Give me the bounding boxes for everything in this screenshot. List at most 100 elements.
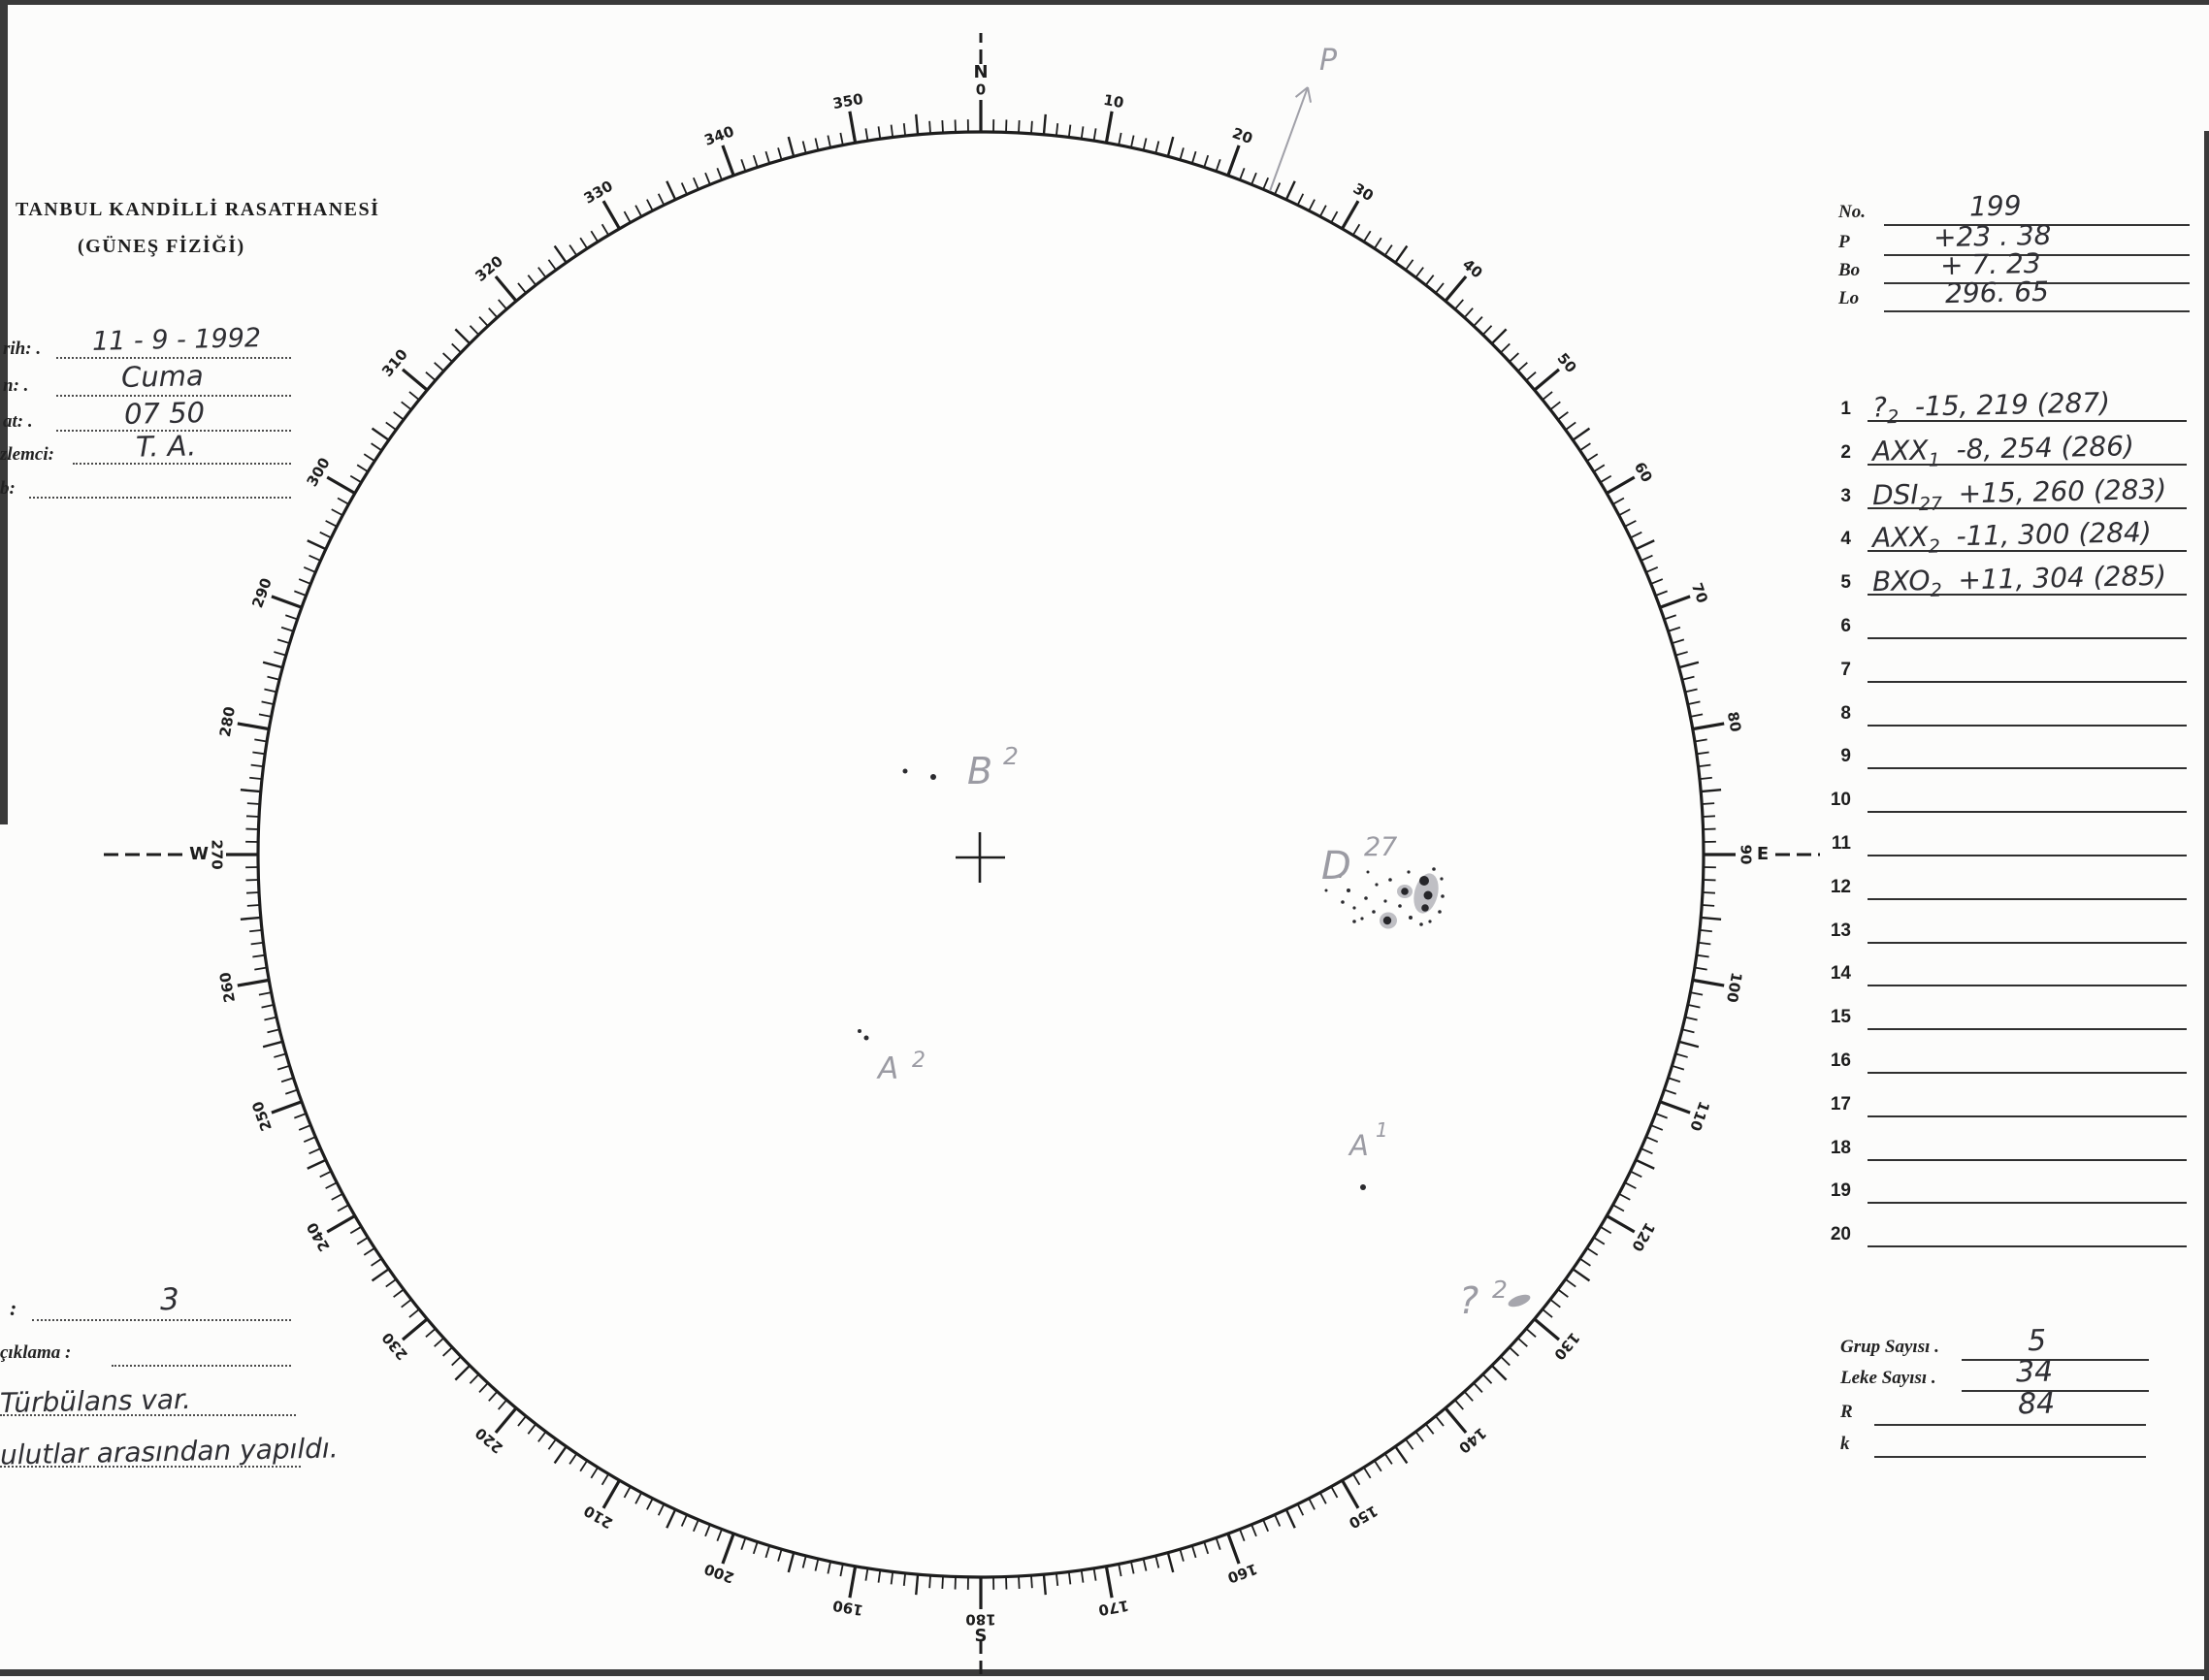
group-row-line bbox=[1868, 463, 2187, 466]
dial-tick-major bbox=[848, 1566, 858, 1599]
group-type-subscript: 2 bbox=[1886, 406, 1900, 429]
dial-tick bbox=[1702, 802, 1715, 805]
dial-tick bbox=[1118, 132, 1122, 145]
dial-tick bbox=[1330, 1486, 1339, 1499]
dial-tick bbox=[1274, 1514, 1282, 1527]
dial-degree-label: 70 bbox=[1688, 580, 1711, 605]
group-label-suffix-D27: 27 bbox=[1364, 832, 1397, 862]
group-row-line bbox=[1868, 941, 2187, 944]
dial-degree-label: 180 bbox=[965, 1611, 995, 1629]
dial-tick bbox=[1517, 362, 1528, 372]
dial-tick bbox=[1296, 1503, 1305, 1516]
dial-tick bbox=[1383, 244, 1393, 256]
dial-tick bbox=[634, 1492, 643, 1504]
dial-tick bbox=[274, 1052, 287, 1058]
observatory-title: TANBUL KANDİLLİ RASATHANESİ bbox=[16, 199, 380, 220]
dial-tick bbox=[385, 421, 397, 431]
dial-tick bbox=[1635, 539, 1655, 551]
group-row-entry: AXX2 -11, 300 (284) bbox=[1871, 516, 2152, 558]
field-line-day bbox=[56, 395, 291, 397]
dial-tick bbox=[1542, 1308, 1553, 1318]
dial-tick-major bbox=[1341, 1479, 1360, 1509]
dial-tick-major bbox=[1659, 595, 1691, 609]
group-type-subscript: 27 bbox=[1918, 493, 1943, 515]
dial-tick bbox=[246, 802, 260, 805]
dial-tick bbox=[827, 135, 831, 148]
dial-degree-label: 260 bbox=[216, 971, 239, 1004]
dial-degree-label: 60 bbox=[1631, 459, 1656, 485]
dial-tick bbox=[1080, 1569, 1085, 1583]
group-row-number: 18 bbox=[1830, 1137, 1851, 1158]
dial-tick bbox=[1055, 123, 1059, 137]
dial-tick bbox=[254, 738, 268, 743]
dial-degree-label: 250 bbox=[248, 1099, 276, 1134]
dial-tick bbox=[646, 199, 654, 211]
group-label-suffix-B2: 2 bbox=[1003, 742, 1019, 770]
dial-tick bbox=[1080, 126, 1085, 140]
dial-tick bbox=[864, 1567, 869, 1581]
dial-tick-major bbox=[1226, 145, 1241, 177]
dial-tick bbox=[425, 1328, 437, 1338]
dial-degree-label: 30 bbox=[1350, 179, 1377, 205]
dial-tick bbox=[1668, 1077, 1681, 1083]
group-row-number: 20 bbox=[1830, 1224, 1851, 1245]
dial-tick bbox=[1215, 1537, 1221, 1550]
ephemeris-line-lo bbox=[1884, 310, 2190, 312]
dial-tick bbox=[1414, 267, 1424, 278]
group-type: AXX bbox=[1871, 521, 1929, 555]
group-row: 8 bbox=[1824, 690, 2196, 727]
dial-tick bbox=[1405, 259, 1414, 271]
group-row-line bbox=[1868, 550, 2187, 553]
dial-tick bbox=[1154, 141, 1160, 154]
dial-tick bbox=[258, 713, 272, 718]
dial-tick bbox=[1678, 661, 1700, 669]
dial-tick bbox=[408, 391, 420, 401]
dial-tick bbox=[1262, 177, 1270, 190]
dial-tick bbox=[1463, 1391, 1474, 1402]
dial-tick bbox=[1702, 891, 1716, 894]
dial-tick bbox=[1374, 237, 1382, 249]
dial-tick bbox=[1284, 180, 1296, 201]
group-row: 7 bbox=[1824, 646, 2196, 683]
note-line-1-dots bbox=[0, 1414, 296, 1416]
field-label-day: n: . bbox=[3, 375, 29, 396]
group-row-number: 9 bbox=[1840, 746, 1851, 767]
dial-tick bbox=[634, 205, 643, 217]
dial-degree-label: 210 bbox=[581, 1502, 616, 1532]
dial-tick bbox=[680, 182, 688, 195]
dial-tick bbox=[1030, 1575, 1033, 1589]
dial-tick bbox=[1699, 776, 1712, 781]
dial-tick bbox=[1687, 700, 1701, 705]
dial-tick-major bbox=[1533, 368, 1561, 392]
dial-tick bbox=[657, 1503, 666, 1516]
dial-tick bbox=[442, 352, 453, 363]
dial-tick bbox=[1630, 531, 1642, 539]
dial-tick bbox=[262, 1040, 283, 1049]
dial-tick bbox=[902, 123, 907, 137]
group-label-B2: B bbox=[967, 750, 992, 792]
aciklama-line bbox=[112, 1365, 291, 1367]
dial-degree-label: 20 bbox=[1230, 124, 1255, 147]
group-label-?2: ? bbox=[1459, 1279, 1478, 1322]
dial-tick bbox=[1394, 1445, 1409, 1465]
compass-letter-n: N bbox=[973, 62, 988, 82]
dial-tick bbox=[1509, 352, 1519, 363]
dial-degree-label: 190 bbox=[831, 1597, 864, 1619]
group-label-D27: D bbox=[1321, 844, 1351, 888]
dial-tick bbox=[752, 1541, 759, 1555]
dial-tick bbox=[1130, 135, 1135, 148]
dial-tick bbox=[777, 1548, 783, 1562]
dial-tick bbox=[1030, 120, 1033, 134]
dial-tick bbox=[393, 411, 405, 421]
group-row-number: 16 bbox=[1830, 1050, 1851, 1071]
dial-tick bbox=[1500, 1355, 1511, 1367]
dial-degree-label: 300 bbox=[304, 455, 334, 490]
sunspot-umbra bbox=[1421, 904, 1429, 912]
dial-tick bbox=[704, 1524, 711, 1537]
dial-degree-label: 350 bbox=[831, 90, 864, 113]
group-row-line bbox=[1868, 811, 2187, 814]
sunspot-group-?2: ? 2 bbox=[1459, 1276, 1531, 1322]
dial-tick bbox=[590, 1467, 599, 1479]
dial-tick bbox=[1118, 1564, 1122, 1577]
dial-tick bbox=[1296, 193, 1305, 206]
